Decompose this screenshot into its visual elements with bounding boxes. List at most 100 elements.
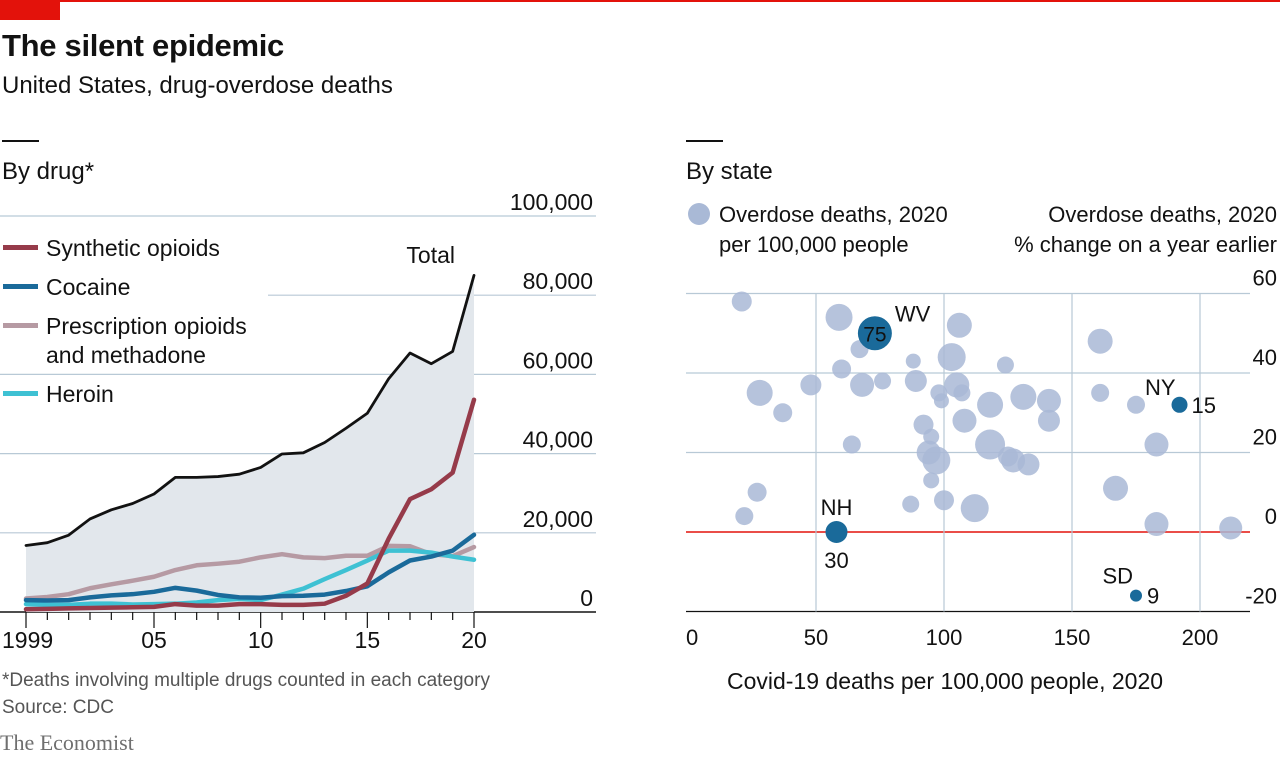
state-bubble (934, 490, 954, 511)
state-bubble (975, 429, 1006, 460)
highlight-bubble-wv (857, 316, 892, 351)
x-axis-title: Covid-19 deaths per 100,000 people, 2020 (727, 668, 1163, 694)
panel-rule-by-drug (2, 140, 39, 142)
state-bubble (842, 435, 861, 454)
chart-subtitle: United States, drug-overdose deaths (2, 72, 393, 99)
y-tick-label: 0 (580, 585, 593, 611)
top-red-rule (0, 0, 1280, 2)
state-bubble (996, 356, 1014, 374)
state-bubble (874, 372, 892, 390)
panel-rule-by-state (686, 140, 723, 142)
chart-title: The silent epidemic (2, 28, 284, 63)
state-bubble (1091, 383, 1110, 402)
state-bubble (904, 369, 927, 392)
highlight-bubble-ny (1171, 396, 1188, 413)
state-bubble (1219, 516, 1243, 540)
state-bubble (1036, 388, 1061, 413)
state-bubble (977, 391, 1004, 418)
legend-label: Overdose deaths, 2020 (719, 202, 948, 227)
state-bubble (825, 303, 853, 331)
y-tick-label: 80,000 (523, 268, 593, 294)
y-tick-label: 60 (1253, 266, 1277, 291)
legend-label: Synthetic opioids (46, 235, 220, 261)
state-bubble (1087, 328, 1113, 354)
highlight-label-wv: WV (895, 301, 931, 326)
series-line-cocaine (23, 532, 477, 603)
y-axis-title: Overdose deaths, 2020 (1048, 202, 1277, 227)
state-bubble (773, 403, 793, 423)
x-tick-label: 100 (926, 625, 963, 650)
highlight-bubble-nh (825, 521, 848, 543)
state-bubble (946, 312, 972, 338)
legend-swatch (3, 391, 38, 396)
highlight-value-nh: 30 (824, 548, 848, 573)
state-bubble (735, 507, 754, 526)
y-tick-label: 100,000 (510, 189, 593, 215)
legend-label: Heroin (46, 381, 114, 407)
state-bubble (923, 472, 940, 489)
highlight-label-nh: NH (821, 495, 853, 520)
state-bubble (731, 291, 752, 312)
state-bubble (1103, 475, 1129, 501)
state-bubble (937, 343, 966, 372)
highlight-value-ny: 15 (1192, 393, 1216, 418)
state-bubble (1010, 383, 1037, 410)
series-line-total (24, 274, 476, 547)
x-tick-label: 50 (804, 625, 828, 650)
x-tick-label: 1999 (2, 627, 53, 653)
total-area (26, 275, 474, 612)
y-tick-label: 20,000 (523, 506, 593, 532)
y-tick-label: 20 (1253, 425, 1277, 450)
highlight-bubble-sd (1130, 589, 1142, 602)
x-tick-label: 200 (1182, 625, 1219, 650)
state-bubble (832, 359, 852, 379)
legend-swatch (3, 323, 38, 328)
highlight-value-wv: 75 (863, 323, 886, 346)
state-bubble (933, 393, 949, 409)
state-bubble (953, 384, 971, 402)
state-bubble (1037, 409, 1060, 432)
y-tick-label: 40,000 (523, 427, 593, 453)
y-tick-label: 40 (1253, 345, 1277, 370)
x-tick-label: 05 (141, 627, 167, 653)
state-bubble (850, 372, 875, 397)
legend-label: and methadone (46, 342, 206, 368)
state-bubble (746, 379, 773, 406)
state-bubble (952, 408, 977, 433)
red-tab (0, 0, 60, 20)
highlight-value-sd: 9 (1147, 584, 1159, 609)
legend-label: Cocaine (46, 274, 130, 300)
state-bubble (902, 495, 920, 513)
brand-wordmark: The Economist (0, 730, 134, 755)
footnote: *Deaths involving multiple drugs counted… (2, 670, 490, 691)
highlight-label-ny: NY (1145, 375, 1176, 400)
y-tick-label: -20 (1245, 584, 1277, 609)
state-bubble (747, 482, 767, 502)
state-bubble (1017, 453, 1040, 476)
panel-title-by-drug: By drug* (2, 158, 94, 185)
state-bubble (1144, 512, 1169, 537)
legend-swatch (3, 284, 38, 289)
state-bubble (922, 446, 951, 475)
x-tick-label: 150 (1054, 625, 1091, 650)
state-bubble (905, 353, 921, 369)
legend-label: per 100,000 people (719, 232, 909, 257)
legend-bubble (688, 203, 710, 225)
legend-swatch (3, 245, 38, 250)
x-tick-label: 10 (248, 627, 274, 653)
x-tick-label: 0 (686, 625, 698, 650)
state-bubble (800, 374, 822, 396)
y-tick-label: 60,000 (523, 347, 593, 373)
y-axis-title: % change on a year earlier (1014, 232, 1277, 257)
total-label: Total (406, 242, 455, 268)
y-tick-label: 0 (1265, 504, 1277, 529)
x-tick-label: 15 (355, 627, 381, 653)
source-note: Source: CDC (2, 697, 114, 718)
state-bubble (1144, 432, 1169, 457)
series-line-synthetic-opioids (23, 397, 477, 612)
series-line-prescription-opioids (23, 543, 477, 601)
state-bubble (1127, 395, 1145, 414)
panel-title-by-state: By state (686, 158, 773, 185)
